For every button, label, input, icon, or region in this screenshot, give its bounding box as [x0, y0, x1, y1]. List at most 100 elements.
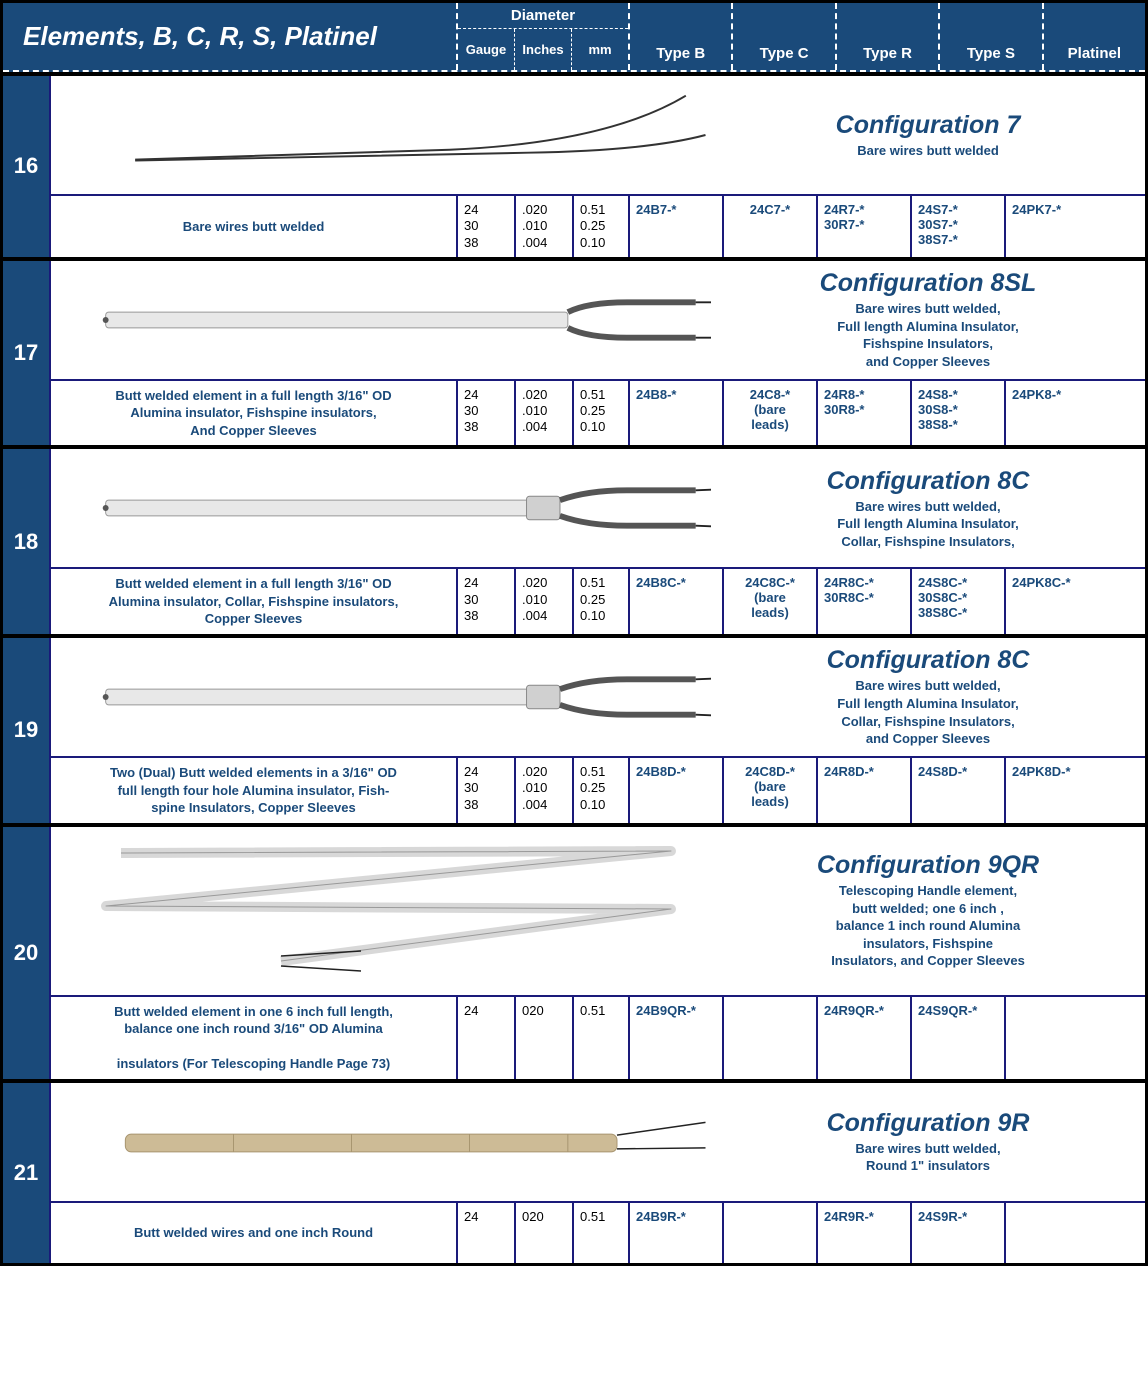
cell-gauge: 24 30 38 [458, 569, 516, 634]
data-row: Two (Dual) Butt welded elements in a 3/1… [51, 758, 1145, 823]
table-header: Elements, B, C, R, S, Platinel Diameter … [3, 3, 1145, 72]
col-platinel: Platinel [1044, 3, 1145, 70]
illustration-row: Configuration 7 Bare wires butt welded [51, 76, 1145, 196]
cell-inches: .020 .010 .004 [516, 569, 574, 634]
cell-type-c: 24C8C-* (bare leads) [724, 569, 818, 634]
cell-gauge: 24 [458, 1203, 516, 1263]
cell-platinel: 24PK8D-* [1006, 758, 1145, 823]
cell-type-s: 24S9QR-* [912, 997, 1006, 1079]
configuration-desc: Bare wires butt welded, Round 1" insulat… [719, 1140, 1137, 1175]
cell-gauge: 24 30 38 [458, 196, 516, 257]
cell-type-b: 24B9R-* [630, 1203, 724, 1263]
configuration-desc: Telescoping Handle element, butt welded;… [719, 882, 1137, 970]
col-type-r: Type R [837, 3, 940, 70]
data-row: Butt welded wires and one inch Round 24 … [51, 1203, 1145, 1263]
cell-type-s: 24S8D-* [912, 758, 1006, 823]
cell-gauge: 24 30 38 [458, 381, 516, 446]
cell-type-r: 24R8-* 30R8-* [818, 381, 912, 446]
row-number: 21 [3, 1083, 51, 1263]
illustration-row: Configuration 9QR Telescoping Handle ele… [51, 827, 1145, 997]
table-row: 19 Configuration 8C Bare wires butt weld… [3, 634, 1145, 823]
table-row: 17 Configuration 8SL Bare wires butt wel… [3, 257, 1145, 446]
cell-mm: 0.51 [574, 997, 630, 1079]
col-inches: Inches [515, 29, 572, 70]
type-columns: Type B Type C Type R Type S Platinel [630, 3, 1145, 70]
configuration-name: Configuration 8C [719, 646, 1137, 675]
illustration-row: Configuration 9R Bare wires butt welded,… [51, 1083, 1145, 1203]
cell-type-s: 24S8C-* 30S8C-* 38S8C-* [912, 569, 1006, 634]
cell-mm: 0.51 0.25 0.10 [574, 758, 630, 823]
cell-type-c: 24C8-* (bare leads) [724, 381, 818, 446]
cell-mm: 0.51 0.25 0.10 [574, 569, 630, 634]
diameter-label: Diameter [458, 3, 628, 29]
cell-type-c: 24C8D-* (bare leads) [724, 758, 818, 823]
cell-type-b: 24B9QR-* [630, 997, 724, 1079]
col-type-c: Type C [733, 3, 836, 70]
cell-gauge: 24 [458, 997, 516, 1079]
table-row: 21 Configuration 9R Bare wires butt weld… [3, 1079, 1145, 1263]
data-row: Butt welded element in one 6 inch full l… [51, 997, 1145, 1079]
configuration-block: Configuration 9QR Telescoping Handle ele… [711, 845, 1145, 976]
configuration-name: Configuration 9R [719, 1109, 1137, 1138]
configuration-desc: Bare wires butt welded, Full length Alum… [719, 300, 1137, 370]
cell-type-c [724, 1203, 818, 1263]
configuration-name: Configuration 8SL [719, 269, 1137, 298]
illustration-row: Configuration 8SL Bare wires butt welded… [51, 261, 1145, 381]
diameter-group: Diameter Gauge Inches mm [458, 3, 630, 70]
data-row: Butt welded element in a full length 3/1… [51, 569, 1145, 634]
cell-type-r: 24R8D-* [818, 758, 912, 823]
configuration-desc: Bare wires butt welded [719, 142, 1137, 160]
cell-mm: 0.51 0.25 0.10 [574, 196, 630, 257]
cell-inches: 020 [516, 997, 574, 1079]
col-mm: mm [572, 29, 628, 70]
data-row: Butt welded element in a full length 3/1… [51, 381, 1145, 446]
configuration-desc: Bare wires butt welded, Full length Alum… [719, 498, 1137, 551]
configuration-block: Configuration 8C Bare wires butt welded,… [711, 640, 1145, 753]
cell-type-s: 24S8-* 30S8-* 38S8-* [912, 381, 1006, 446]
table-row: 18 Configuration 8C Bare wires butt weld… [3, 445, 1145, 634]
row-description: Bare wires butt welded [51, 196, 458, 257]
cell-gauge: 24 30 38 [458, 758, 516, 823]
cell-type-b: 24B8D-* [630, 758, 724, 823]
row-description: Butt welded element in a full length 3/1… [51, 569, 458, 634]
table-row: 20 Configuration 9QR Telescoping Handle … [3, 823, 1145, 1079]
row-description: Butt welded wires and one inch Round [51, 1203, 458, 1263]
cell-type-s: 24S9R-* [912, 1203, 1006, 1263]
cell-platinel: 24PK7-* [1006, 196, 1145, 257]
table-row: 16 Configuration 7 Bare wires butt welde… [3, 72, 1145, 257]
cell-type-c: 24C7-* [724, 196, 818, 257]
configuration-block: Configuration 7 Bare wires butt welded [711, 105, 1145, 166]
cell-inches: .020 .010 .004 [516, 196, 574, 257]
row-number: 16 [3, 76, 51, 257]
configuration-name: Configuration 9QR [719, 851, 1137, 880]
cell-type-c [724, 997, 818, 1079]
row-number: 17 [3, 261, 51, 446]
row-number: 20 [3, 827, 51, 1079]
row-description: Two (Dual) Butt welded elements in a 3/1… [51, 758, 458, 823]
cell-type-r: 24R8C-* 30R8C-* [818, 569, 912, 634]
cell-mm: 0.51 [574, 1203, 630, 1263]
configuration-block: Configuration 9R Bare wires butt welded,… [711, 1103, 1145, 1181]
cell-mm: 0.51 0.25 0.10 [574, 381, 630, 446]
cell-type-b: 24B8C-* [630, 569, 724, 634]
row-description: Butt welded element in one 6 inch full l… [51, 997, 458, 1079]
cell-platinel [1006, 1203, 1145, 1263]
illustration-row: Configuration 8C Bare wires butt welded,… [51, 449, 1145, 569]
row-number: 18 [3, 449, 51, 634]
configuration-name: Configuration 7 [719, 111, 1137, 140]
cell-inches: .020 .010 .004 [516, 758, 574, 823]
configuration-block: Configuration 8SL Bare wires butt welded… [711, 263, 1145, 376]
cell-type-r: 24R9R-* [818, 1203, 912, 1263]
row-number: 19 [3, 638, 51, 823]
illustration-row: Configuration 8C Bare wires butt welded,… [51, 638, 1145, 758]
configuration-desc: Bare wires butt welded, Full length Alum… [719, 677, 1137, 747]
cell-platinel: 24PK8-* [1006, 381, 1145, 446]
cell-type-b: 24B7-* [630, 196, 724, 257]
cell-platinel [1006, 997, 1145, 1079]
data-row: Bare wires butt welded 24 30 38 .020 .01… [51, 196, 1145, 257]
cell-inches: 020 [516, 1203, 574, 1263]
configuration-name: Configuration 8C [719, 467, 1137, 496]
col-gauge: Gauge [458, 29, 515, 70]
cell-type-b: 24B8-* [630, 381, 724, 446]
cell-inches: .020 .010 .004 [516, 381, 574, 446]
